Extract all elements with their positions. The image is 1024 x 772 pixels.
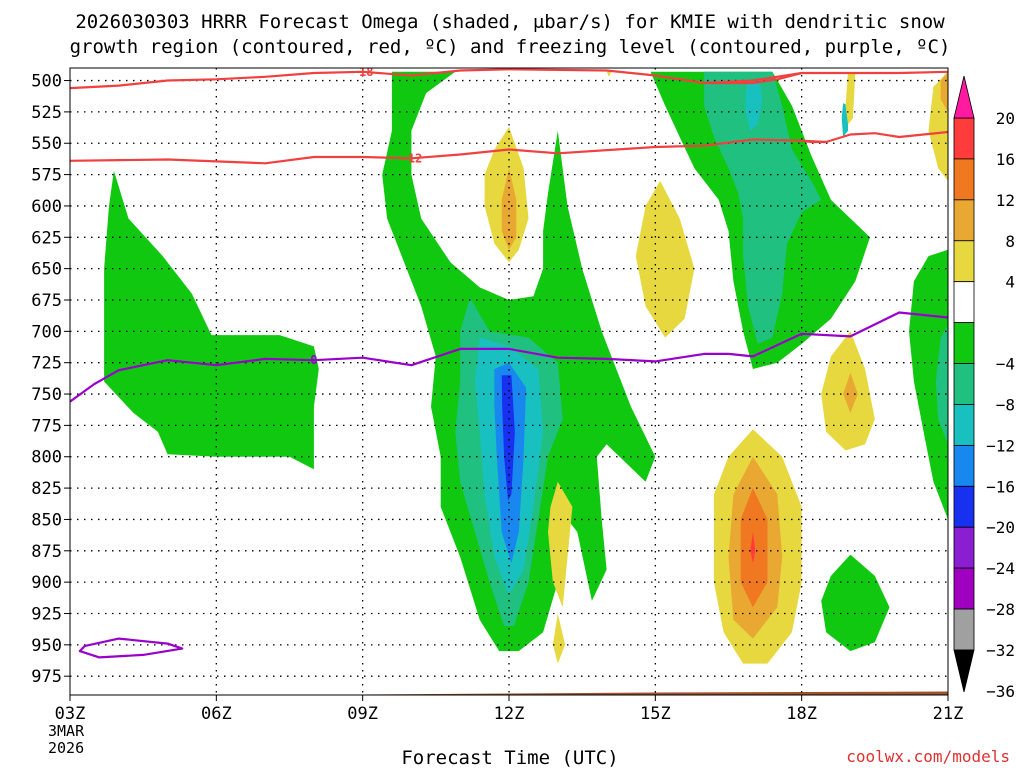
y-tick-label-900: 900 xyxy=(31,573,62,593)
colorbar-label-12: −32 xyxy=(986,641,1015,660)
y-tick-label-775: 775 xyxy=(31,416,62,436)
colorbar-bin--32-to--28 xyxy=(953,567,975,610)
dgz-contour-1 xyxy=(70,130,948,165)
y-tick-label-825: 825 xyxy=(31,479,62,499)
colorbar-bin--16-to--12 xyxy=(953,404,975,446)
pressure-axis: 500 525 550 575 600 625 650 675 700 725 750 775 800 8… xyxy=(31,72,70,687)
contour-lines: −18 −12 0 xyxy=(70,65,948,659)
y-tick-label-925: 925 xyxy=(31,604,62,624)
x-tick-label-06Z: 06Z xyxy=(201,704,232,724)
colorbar-bin-8-to-12 xyxy=(953,199,975,242)
colorbar-label-8: −16 xyxy=(986,477,1015,496)
colorbar-bin--36-to--32 xyxy=(953,608,975,651)
colorbar-bin--4-to-4 xyxy=(953,281,975,324)
y-tick-label-750: 750 xyxy=(31,385,62,405)
omega-region-darkblue-center xyxy=(501,375,515,501)
colorbar-label-0: 20 xyxy=(996,109,1015,128)
dgz-contour-2 xyxy=(704,71,802,85)
y-tick-label-800: 800 xyxy=(31,448,62,468)
omega-region-yellow-lower-left-2 xyxy=(552,613,566,664)
omega-region-yellow-lower-left xyxy=(548,481,573,608)
dgz-contour-0 xyxy=(70,68,948,90)
colorbar-bottom-arrow xyxy=(953,649,975,693)
colorbar-label-6: −8 xyxy=(996,395,1015,414)
credit-text: coolwx.com/models xyxy=(846,747,1010,766)
colorbar-label-11: −28 xyxy=(986,600,1015,619)
colorbar: 20 16 12 8 4 −4 −8 −12 −16 −20 −24 −28 −32 −36 xyxy=(953,75,1015,701)
colorbar-label-7: −12 xyxy=(986,436,1015,455)
y-tick-label-525: 525 xyxy=(31,103,62,123)
omega-region-orange-far-right xyxy=(940,71,948,112)
y-tick-label-950: 950 xyxy=(31,636,62,656)
x-tick-year-label: 2026 xyxy=(48,739,84,757)
x-tick-label-15Z: 15Z xyxy=(640,704,671,724)
colorbar-bin--12-to--8 xyxy=(953,363,975,405)
dgz-contour-label-1: −12 xyxy=(401,151,423,165)
chart-title-line2: growth region (contoured, red, ºC) and f… xyxy=(70,36,951,58)
x-tick-date-label: 3MAR xyxy=(48,722,85,740)
chart-title-line1: 2026030303 HRRR Forecast Omega (shaded, … xyxy=(75,11,945,33)
omega-region-orange-right-mid xyxy=(843,372,858,413)
x-tick-label-03Z: 03Z xyxy=(55,704,86,724)
colorbar-label-10: −24 xyxy=(986,559,1015,578)
colorbar-bin-16-to-20 xyxy=(953,117,975,160)
y-tick-label-725: 725 xyxy=(31,354,62,374)
colorbar-bin-4-to-8 xyxy=(953,240,975,283)
y-tick-label-675: 675 xyxy=(31,291,62,311)
freezing-level-contour-0 xyxy=(70,311,948,403)
omega-region-yellow-top-right-sliver xyxy=(845,71,856,125)
omega-shading xyxy=(104,71,948,664)
ground-band xyxy=(70,691,948,696)
y-tick-label-975: 975 xyxy=(31,667,62,687)
colorbar-label-1: 16 xyxy=(996,150,1015,169)
omega-region-red-bottom-right xyxy=(750,532,756,564)
colorbar-label-2: 12 xyxy=(996,191,1015,210)
y-tick-label-875: 875 xyxy=(31,542,62,562)
colorbar-bin--24-to--20 xyxy=(953,485,975,528)
x-tick-label-12Z: 12Z xyxy=(494,704,525,724)
omega-region-teal-far-right xyxy=(935,325,948,445)
freezing-level-contour-label-0: 0 xyxy=(310,353,317,367)
omega-region-yellow-top-mid-sliver xyxy=(606,71,612,77)
dgz-contour-3 xyxy=(801,139,827,144)
colorbar-top-arrow xyxy=(953,75,975,119)
y-tick-label-600: 600 xyxy=(31,197,62,217)
colorbar-label-5: −4 xyxy=(996,355,1015,374)
x-axis-label: Forecast Time (UTC) xyxy=(401,747,618,768)
x-tick-label-09Z: 09Z xyxy=(347,704,378,724)
freezing-level-contour-1 xyxy=(78,637,184,659)
colorbar-label-13: −36 xyxy=(986,682,1015,701)
colorbar-label-3: 8 xyxy=(1005,232,1015,251)
y-tick-label-625: 625 xyxy=(31,228,62,248)
y-tick-label-850: 850 xyxy=(31,510,62,530)
omega-region-cyan-right-top xyxy=(745,80,763,131)
colorbar-bin-12-to-16 xyxy=(953,158,975,201)
omega-region-yellow-mid xyxy=(635,180,695,338)
y-tick-label-500: 500 xyxy=(31,72,62,92)
colorbar-bin--8-to--4 xyxy=(953,322,975,364)
omega-region-green-bottom-right xyxy=(821,554,890,652)
colorbar-label-4: 4 xyxy=(1005,273,1015,292)
ground-surface xyxy=(70,691,948,696)
y-tick-label-700: 700 xyxy=(31,322,62,342)
colorbar-bin--28-to--24 xyxy=(953,526,975,569)
dgz-contour-label-0: −18 xyxy=(352,65,374,79)
x-tick-label-21Z: 21Z xyxy=(933,704,964,724)
colorbar-label-9: −20 xyxy=(986,518,1015,537)
y-tick-label-575: 575 xyxy=(31,166,62,186)
omega-region-green-left xyxy=(104,170,319,470)
omega-region-teal-right xyxy=(704,71,822,344)
colorbar-bin--20-to--16 xyxy=(953,444,975,487)
y-tick-label-550: 550 xyxy=(31,134,62,154)
x-tick-label-18Z: 18Z xyxy=(786,704,817,724)
y-tick-label-650: 650 xyxy=(31,260,62,280)
